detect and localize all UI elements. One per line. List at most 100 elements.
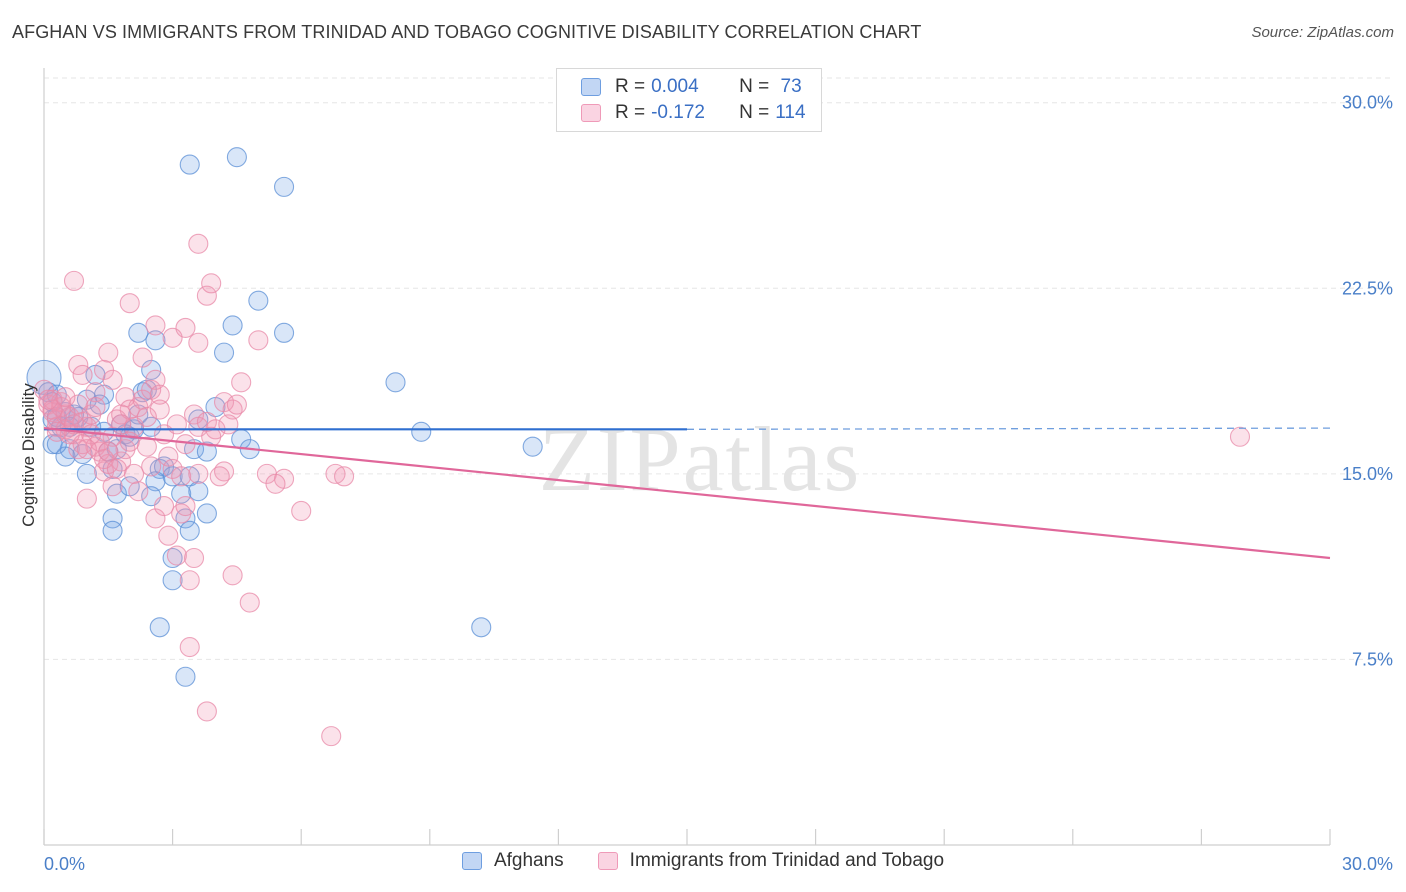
legend-item-trinidad[interactable]: Immigrants from Trinidad and Tobago	[597, 850, 945, 872]
watermark: ZIPatlas	[539, 408, 862, 510]
data-point	[334, 466, 355, 487]
data-point	[209, 466, 230, 487]
data-point	[166, 545, 187, 566]
data-point	[132, 347, 153, 368]
legend-item-afghans[interactable]: Afghans	[461, 850, 564, 872]
data-point	[411, 421, 432, 442]
data-point	[222, 565, 243, 586]
data-point	[42, 399, 63, 420]
n-value: 73	[775, 76, 802, 97]
data-point	[175, 434, 196, 455]
data-point	[111, 404, 132, 425]
data-point	[179, 154, 200, 175]
legend-swatch-afghans	[461, 852, 482, 870]
data-point	[149, 617, 170, 638]
data-point	[179, 520, 200, 541]
data-point	[171, 483, 192, 504]
data-point	[102, 520, 123, 541]
series-legend: Afghans Immigrants from Trinidad and Tob…	[0, 850, 1406, 872]
data-point	[149, 384, 170, 405]
data-point	[175, 317, 196, 338]
data-point	[179, 637, 200, 658]
data-point	[226, 394, 247, 415]
data-point	[153, 495, 175, 517]
data-point	[183, 547, 205, 569]
data-point	[158, 446, 179, 467]
data-point	[102, 476, 123, 497]
trend-lines	[43, 427, 1331, 560]
data-point	[213, 342, 235, 363]
data-point	[145, 369, 166, 390]
data-point	[98, 342, 119, 363]
data-point	[145, 330, 166, 351]
data-point	[141, 416, 162, 437]
swatch-trinidad	[581, 104, 601, 122]
data-point	[231, 372, 252, 393]
stats-row-trinidad: R = -0.172 N = 114	[581, 101, 806, 125]
data-point	[171, 466, 192, 487]
data-point	[291, 500, 312, 522]
data-point	[265, 473, 286, 494]
n-value: 114	[775, 102, 806, 123]
data-point	[321, 726, 342, 747]
legend-swatch-trinidad	[597, 852, 618, 870]
data-point	[162, 458, 183, 479]
data-point	[274, 322, 295, 343]
data-point	[55, 387, 76, 408]
data-point	[218, 414, 239, 435]
r-label: R =	[615, 102, 646, 123]
data-point	[141, 456, 162, 477]
data-point	[196, 701, 217, 722]
data-point	[123, 463, 145, 484]
axes	[43, 68, 1331, 846]
y-tick-label: 22.5%	[1342, 278, 1393, 298]
data-point	[196, 441, 217, 462]
data-point	[188, 233, 209, 254]
y-tick-label: 15.0%	[1342, 464, 1393, 484]
data-point	[149, 399, 170, 420]
legend-label-trinidad: Immigrants from Trinidad and Tobago	[629, 850, 945, 871]
data-point	[248, 330, 269, 351]
data-point	[222, 315, 243, 336]
data-point	[179, 466, 200, 487]
swatch-afghans	[581, 78, 601, 96]
data-point	[179, 570, 200, 591]
data-point	[196, 411, 217, 432]
data-point	[166, 414, 187, 435]
data-point	[183, 404, 205, 425]
data-point	[98, 441, 119, 462]
data-point	[158, 525, 179, 546]
data-point	[213, 392, 235, 413]
y-axis-label: Cognitive Disability	[19, 383, 38, 527]
data-point	[106, 458, 127, 479]
data-point	[162, 570, 183, 591]
data-point	[85, 397, 106, 418]
data-point	[196, 503, 217, 524]
data-point	[325, 463, 346, 484]
data-point	[1229, 426, 1251, 447]
data-point	[68, 354, 89, 376]
data-point	[76, 488, 97, 509]
data-point	[188, 481, 209, 502]
data-point	[85, 382, 106, 403]
data-point	[239, 592, 260, 613]
n-label: N =	[739, 102, 770, 123]
data-point	[188, 463, 209, 484]
data-point	[38, 389, 59, 410]
chart-title: AFGHAN VS IMMIGRANTS FROM TRINIDAD AND T…	[12, 22, 922, 42]
stats-row-afghans: R = 0.004 N = 73	[581, 75, 802, 99]
data-point	[201, 426, 222, 447]
r-value: 0.004	[651, 76, 699, 97]
y-tick-label: 7.5%	[1352, 649, 1393, 669]
x-tick-label-max: 30.0%	[1342, 854, 1393, 874]
data-points	[26, 147, 1251, 747]
data-point	[51, 397, 72, 418]
data-point	[76, 439, 97, 460]
tick-labels: 7.5% 15.0% 22.5% 30.0% 0.0% 30.0%	[44, 93, 1393, 874]
data-point	[175, 495, 196, 517]
data-point	[188, 332, 209, 353]
data-point	[46, 421, 67, 442]
grid-lines	[44, 77, 1392, 660]
data-point	[226, 147, 247, 168]
